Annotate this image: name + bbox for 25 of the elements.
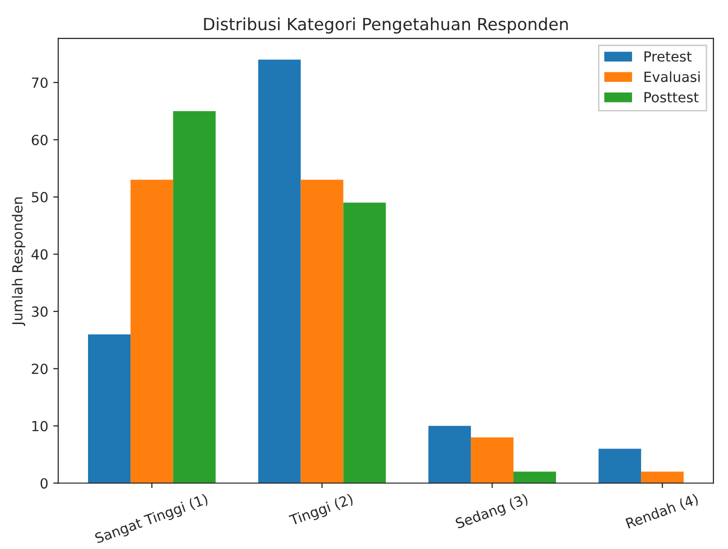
y-axis-title: Jumlah Responden [12, 197, 26, 326]
x-tick-label: Tinggi (2) [288, 493, 354, 528]
y-tick-label: 70 [32, 77, 48, 88]
legend-label: Pretest [644, 51, 692, 62]
bar [641, 472, 684, 484]
y-tick-label: 30 [32, 306, 48, 317]
bar [88, 334, 131, 484]
chart-title: Distribusi Kategori Pengetahuan Responden [204, 17, 568, 34]
y-tick-label: 20 [32, 364, 48, 374]
bar [428, 426, 471, 484]
bar [470, 437, 514, 484]
bar [130, 180, 174, 484]
legend-label: Posttest [644, 92, 699, 102]
bar [513, 472, 556, 484]
bar [258, 60, 301, 484]
y-tick-label: 0 [40, 478, 48, 489]
y-tick-label: 10 [32, 420, 48, 432]
bar [343, 202, 386, 484]
legend-label: Evaluasi [644, 71, 700, 82]
bar [300, 180, 344, 484]
bar [173, 111, 216, 484]
y-tick-label: 50 [32, 192, 48, 202]
y-tick-label: 40 [32, 249, 48, 260]
y-tick-label: 60 [32, 134, 48, 146]
bar [598, 448, 642, 484]
